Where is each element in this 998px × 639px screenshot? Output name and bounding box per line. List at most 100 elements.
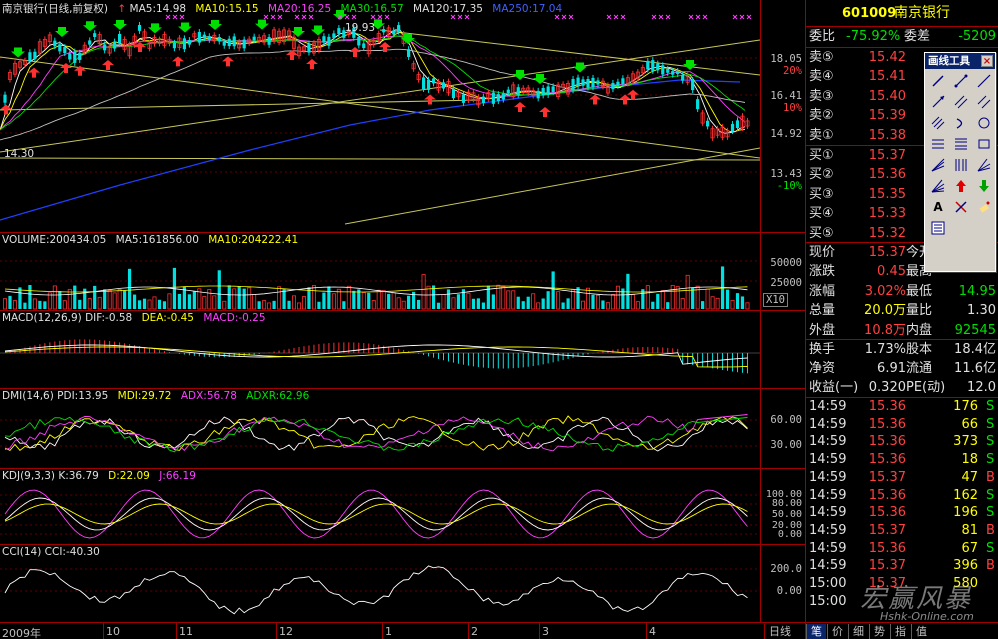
channel-icon[interactable] [973,92,995,112]
candle-body [740,115,745,129]
tick-row[interactable]: 14:59 15.37 396 B [806,557,998,575]
dmi-chart[interactable] [0,389,760,469]
marker-icon [337,14,343,20]
tick-row[interactable]: 14:59 15.36 66 S [806,416,998,434]
cci-chart[interactable] [0,545,760,623]
fan-lines-icon[interactable] [927,176,949,196]
candle-body [591,77,595,88]
volume-bar [257,301,261,309]
volume-bar [536,302,541,310]
list-icon[interactable] [927,218,949,238]
tick-row[interactable]: 14:59 15.37 47 B [806,469,998,487]
tab-trend[interactable]: 势 [869,624,889,639]
bid-price: 15.36 [868,167,906,183]
tick-row[interactable]: 15:00 [806,593,998,611]
tab-daily[interactable]: 日线 [764,624,795,639]
volume-bar [516,296,520,309]
kline-chart[interactable] [0,0,760,232]
trend-line [379,29,760,76]
dmi-line [4,414,748,452]
tab-index[interactable]: 指 [890,624,910,639]
dmi-axis: 60.00 30.00 [760,389,805,468]
sell-signal-icon [573,62,587,73]
tick-time: 14:59 [809,487,847,503]
tick-row[interactable]: 15:00 15.37 580 [806,575,998,593]
circle-icon[interactable] [973,113,995,133]
volume-bar [685,274,690,310]
volume-bar [311,285,316,310]
ask-row[interactable]: 卖① 15.38 [806,126,998,145]
tick-row[interactable]: 14:59 15.36 67 S [806,540,998,558]
macd-panel[interactable]: MACD(12,26,9) DIF:-0.58 DEA:-0.45 MACD:-… [0,310,805,388]
tick-row[interactable]: 14:59 15.36 196 S [806,504,998,522]
down-arrow-icon[interactable] [973,176,995,196]
up-arrow-icon[interactable] [950,176,972,196]
volume-chart[interactable] [0,233,760,311]
kline-panel[interactable]: 南京银行(日线,前复权) ↑ MA5:14.98 MA10:15.15 MA20… [0,0,805,232]
text-tool-icon[interactable]: A [933,200,943,214]
period-lines-icon[interactable] [950,155,972,175]
close-icon[interactable]: × [981,55,993,67]
line-segment-icon[interactable] [950,71,972,91]
volume-bar [666,302,670,309]
ask-row[interactable]: 卖④ 15.41 [806,67,998,86]
marker-icon [294,14,300,20]
ask-row[interactable]: 卖⑤ 15.42 [806,48,998,67]
tick-row[interactable]: 14:59 15.36 373 S [806,433,998,451]
candle-body [451,88,456,99]
straight-line-icon[interactable] [973,71,995,91]
volume-bar [132,294,137,309]
parallel-channel-icon[interactable] [927,113,949,133]
tick-row[interactable]: 14:59 15.36 162 S [806,487,998,505]
dmi-panel[interactable]: DMI(14,6) PDI:13.95 MDI:29.72 ADX:56.78 … [0,388,805,468]
arc-icon[interactable] [950,113,972,133]
toolbox-title: 画线工具 [928,55,970,67]
marker-icon [450,14,456,20]
cci-panel[interactable]: CCI(14) CCI:-40.30 200.0 0.00 [0,544,805,622]
tab-price[interactable]: 价 [827,624,847,639]
bid-row[interactable]: 买③ 15.35 [806,185,998,204]
ray-icon[interactable] [927,92,949,112]
tick-row[interactable]: 14:59 15.37 81 B [806,522,998,540]
candle-body [466,91,471,101]
bid-price: 15.35 [868,186,906,202]
bid-row[interactable]: 买④ 15.33 [806,204,998,223]
percent-lines-icon[interactable] [950,134,972,154]
candle-body [561,83,566,88]
delete-icon[interactable] [950,197,972,217]
ask-row[interactable]: 卖③ 15.40 [806,87,998,106]
gann-lines-icon[interactable] [927,155,949,175]
bid-row[interactable]: 买⑤ 15.32 [806,224,998,243]
bid-row[interactable]: 买② 15.36 [806,165,998,184]
box-icon[interactable] [973,134,995,154]
volume-bar [167,293,172,310]
candle-body [471,92,476,100]
tab-ticks[interactable]: 笔 [806,624,826,639]
pointer-tool-icon[interactable] [927,71,949,91]
fibonacci-icon[interactable] [927,134,949,154]
toolbox-titlebar[interactable]: 画线工具 × [925,53,995,69]
tab-detail[interactable]: 细 [848,624,868,639]
volume-bar [282,289,286,309]
candle-body [411,63,416,70]
tick-row[interactable]: 14:59 15.36 18 S [806,451,998,469]
candle-body [192,33,197,38]
sell-signal-icon [683,60,697,70]
tick-side: S [986,416,995,432]
parallel-line-icon[interactable] [950,92,972,112]
drawing-toolbox[interactable]: 画线工具 × [924,52,996,272]
kdj-panel[interactable]: KDJ(9,3,3) K:36.79 D:22.09 J:66.19 100.0… [0,468,805,544]
candle-body [382,29,386,33]
ask-row[interactable]: 卖② 15.39 [806,106,998,125]
macd-chart[interactable] [0,311,760,389]
speed-lines-icon[interactable] [973,155,995,175]
bid-row[interactable]: 买① 15.37 [806,146,998,165]
tick-time: 14:59 [809,469,847,485]
eraser-icon[interactable] [973,197,995,217]
volume-bar [591,294,595,309]
tab-value[interactable]: 值 [911,624,931,639]
ma250-line [0,79,741,221]
volume-panel[interactable]: VOLUME:200434.05 MA5:161856.00 MA10:2042… [0,232,805,310]
tick-row[interactable]: 14:59 15.36 176 S [806,398,998,416]
kdj-chart[interactable] [0,469,760,545]
